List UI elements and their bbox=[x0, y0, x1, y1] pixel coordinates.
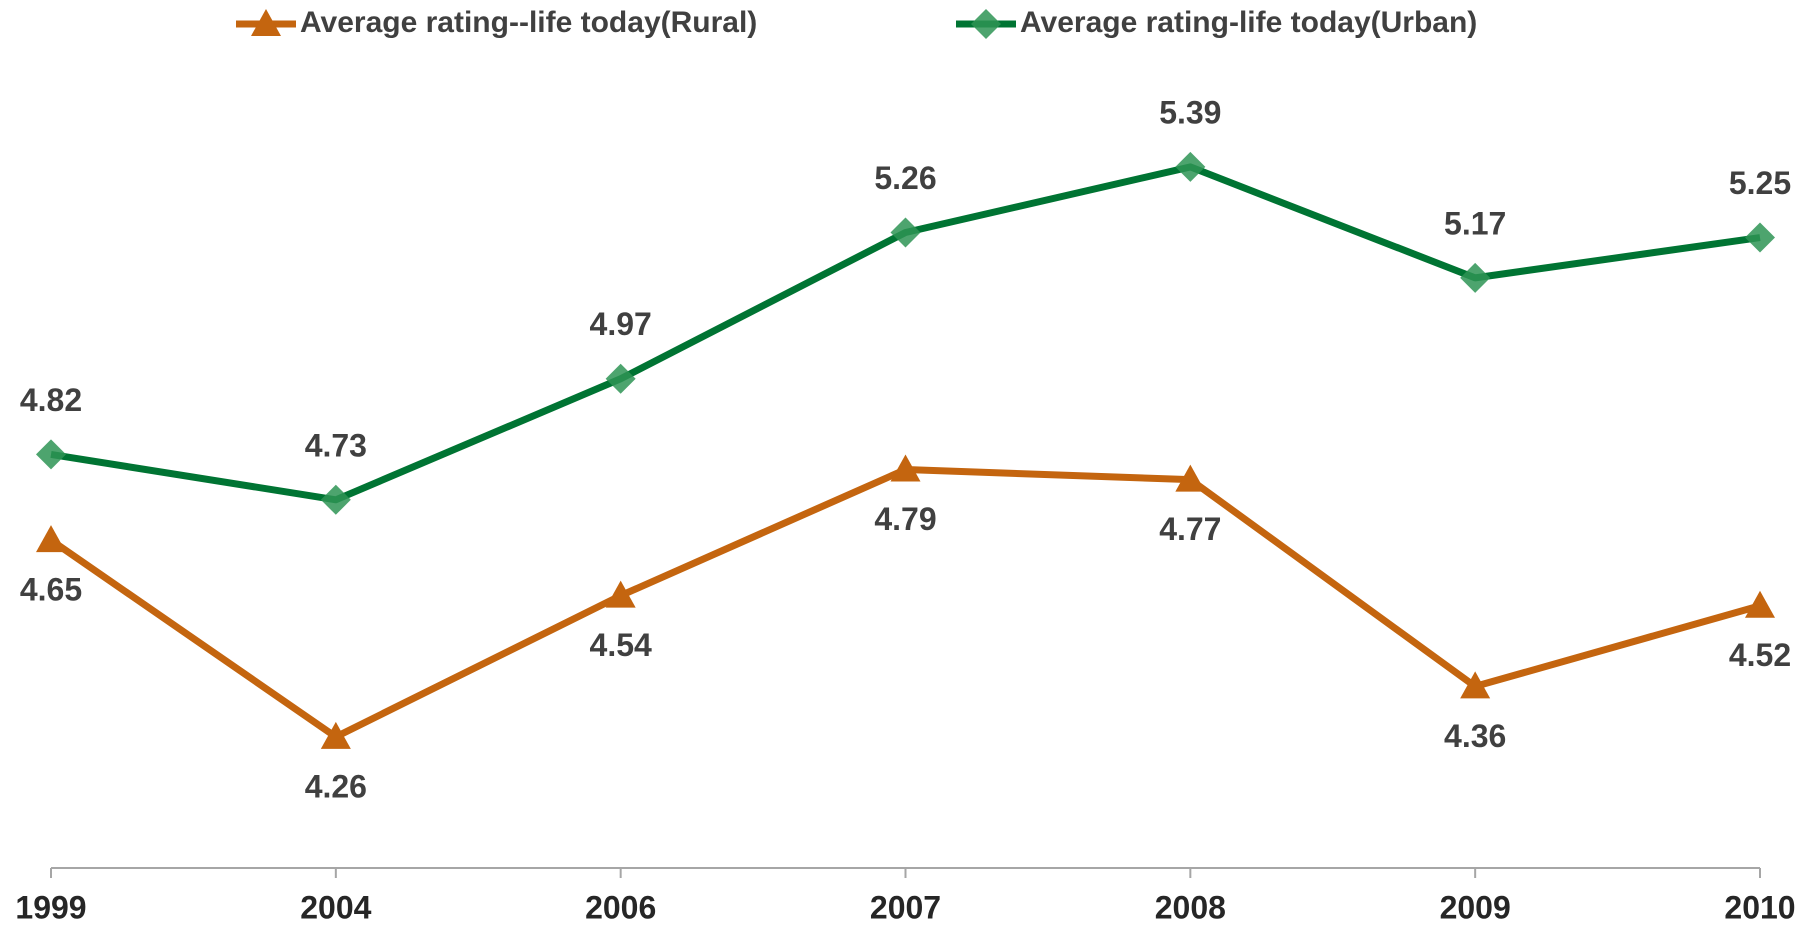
x-tick-label: 2006 bbox=[585, 889, 656, 925]
x-tick-label: 2007 bbox=[870, 889, 941, 925]
legend-marker bbox=[251, 9, 281, 36]
point bbox=[605, 580, 636, 608]
point bbox=[36, 439, 66, 470]
data-label: 4.65 bbox=[20, 572, 82, 608]
point bbox=[320, 484, 351, 515]
point bbox=[36, 525, 66, 553]
point bbox=[1175, 151, 1206, 182]
point bbox=[890, 217, 921, 248]
x-tick-label: 2004 bbox=[300, 889, 371, 925]
data-label: 4.97 bbox=[590, 306, 652, 342]
data-label: 4.54 bbox=[590, 627, 652, 663]
data-label: 5.26 bbox=[874, 160, 936, 196]
point bbox=[1745, 222, 1775, 253]
x-tick-label: 2008 bbox=[1155, 889, 1226, 925]
point bbox=[1460, 262, 1491, 293]
data-label: 4.77 bbox=[1159, 511, 1221, 547]
x-tick-label: 1999 bbox=[15, 889, 86, 925]
legend-label: Average rating-life today(Urban) bbox=[1020, 6, 1477, 39]
x-tick-label: 2009 bbox=[1440, 889, 1511, 925]
point bbox=[605, 363, 636, 394]
point bbox=[1175, 464, 1206, 492]
data-label: 4.73 bbox=[305, 427, 367, 463]
point bbox=[890, 454, 921, 482]
data-label: 5.17 bbox=[1444, 205, 1506, 241]
data-label: 4.26 bbox=[305, 768, 367, 804]
point bbox=[1745, 590, 1775, 618]
data-label: 4.82 bbox=[20, 382, 82, 418]
data-label: 4.52 bbox=[1729, 637, 1791, 673]
data-label: 5.39 bbox=[1159, 94, 1221, 130]
legend-label: Average rating--life today(Rural) bbox=[300, 6, 757, 39]
x-tick-label: 2010 bbox=[1724, 889, 1795, 925]
data-label: 4.36 bbox=[1444, 718, 1506, 754]
legend-marker bbox=[971, 9, 1001, 39]
point bbox=[1460, 671, 1491, 699]
data-label: 5.25 bbox=[1729, 165, 1791, 201]
data-label: 4.79 bbox=[874, 501, 936, 537]
point bbox=[320, 721, 351, 749]
